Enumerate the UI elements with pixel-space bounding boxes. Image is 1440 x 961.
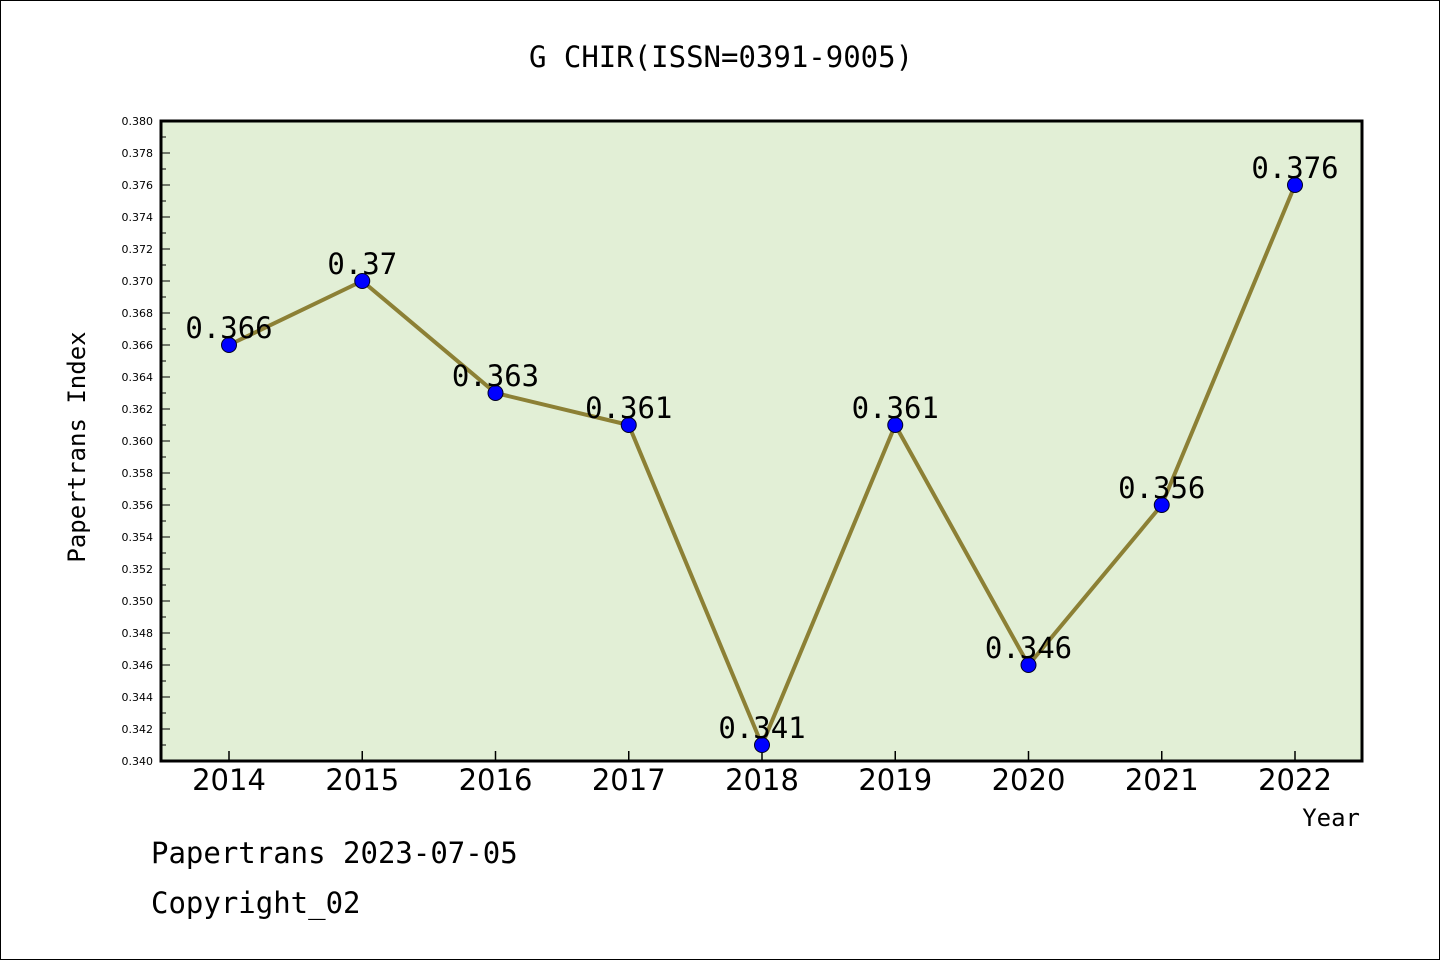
y-tick-label: 0.360 (122, 435, 154, 448)
data-label: 0.361 (585, 391, 672, 425)
y-axis: 0.340 0.342 0.344 0.346 0.348 0.350 0.352 0.354… (122, 115, 170, 768)
x-tick-label: 2018 (725, 763, 799, 797)
y-tick-label: 0.344 (122, 691, 154, 704)
x-axis: 2014 2015 2016 2017 2018 2019 2020 2021 2022 (192, 751, 1332, 797)
y-tick-label: 0.354 (122, 531, 154, 544)
y-tick-label: 0.350 (122, 595, 154, 608)
y-tick-label: 0.372 (122, 243, 154, 256)
footer-date: Papertrans 2023-07-05 (151, 836, 518, 870)
data-point (487, 385, 504, 401)
data-point (1020, 657, 1037, 673)
footer-copyright: Copyright_02 (151, 886, 361, 920)
y-tick-label: 0.358 (122, 467, 154, 480)
data-point (354, 273, 371, 289)
data-point (620, 417, 637, 433)
y-tick-label: 0.376 (122, 179, 154, 192)
y-tick-label: 0.348 (122, 627, 154, 640)
y-tick-label: 0.356 (122, 499, 154, 512)
data-point (887, 417, 904, 433)
data-label: 0.363 (452, 359, 539, 393)
y-axis-label: Papertrans Index (63, 331, 91, 562)
data-label: 0.366 (185, 311, 272, 345)
data-label: 0.341 (718, 711, 805, 745)
plot-area (159, 119, 1364, 763)
y-tick-label: 0.362 (122, 403, 154, 416)
x-tick-label: 2021 (1125, 763, 1199, 797)
y-tick-label: 0.346 (122, 659, 154, 672)
x-tick-label: 2014 (192, 763, 266, 797)
data-point (1153, 497, 1170, 513)
data-point (754, 737, 770, 753)
data-label: 0.376 (1251, 151, 1338, 185)
x-tick-label: 2022 (1258, 763, 1332, 797)
x-axis-label: Year (1302, 804, 1360, 832)
series-group: 0.366 0.37 0.363 0.361 0.341 0.361 0.346 0.356 0… (185, 151, 1339, 753)
chart-title: G CHIR(ISSN=0391-9005) (529, 40, 913, 74)
x-tick-label: 2019 (858, 763, 932, 797)
y-tick-label: 0.340 (122, 755, 154, 768)
y-tick-label: 0.374 (122, 211, 154, 224)
data-label: 0.346 (985, 631, 1072, 665)
data-label: 0.361 (852, 391, 939, 425)
y-tick-label: 0.364 (122, 371, 154, 384)
y-tick-label: 0.366 (122, 339, 154, 352)
y-tick-label: 0.370 (122, 275, 154, 288)
y-tick-label: 0.352 (122, 563, 154, 576)
x-tick-label: 2015 (325, 763, 399, 797)
data-point (1287, 177, 1303, 193)
y-tick-label: 0.378 (122, 147, 154, 160)
data-point (221, 337, 237, 353)
data-label: 0.37 (327, 247, 397, 281)
data-label: 0.356 (1118, 471, 1205, 505)
x-tick-label: 2020 (992, 763, 1066, 797)
x-tick-label: 2017 (592, 763, 666, 797)
y-tick-label: 0.368 (122, 307, 154, 320)
y-tick-label: 0.342 (122, 723, 154, 736)
x-tick-label: 2016 (459, 763, 533, 797)
y-tick-label: 0.380 (122, 115, 154, 128)
